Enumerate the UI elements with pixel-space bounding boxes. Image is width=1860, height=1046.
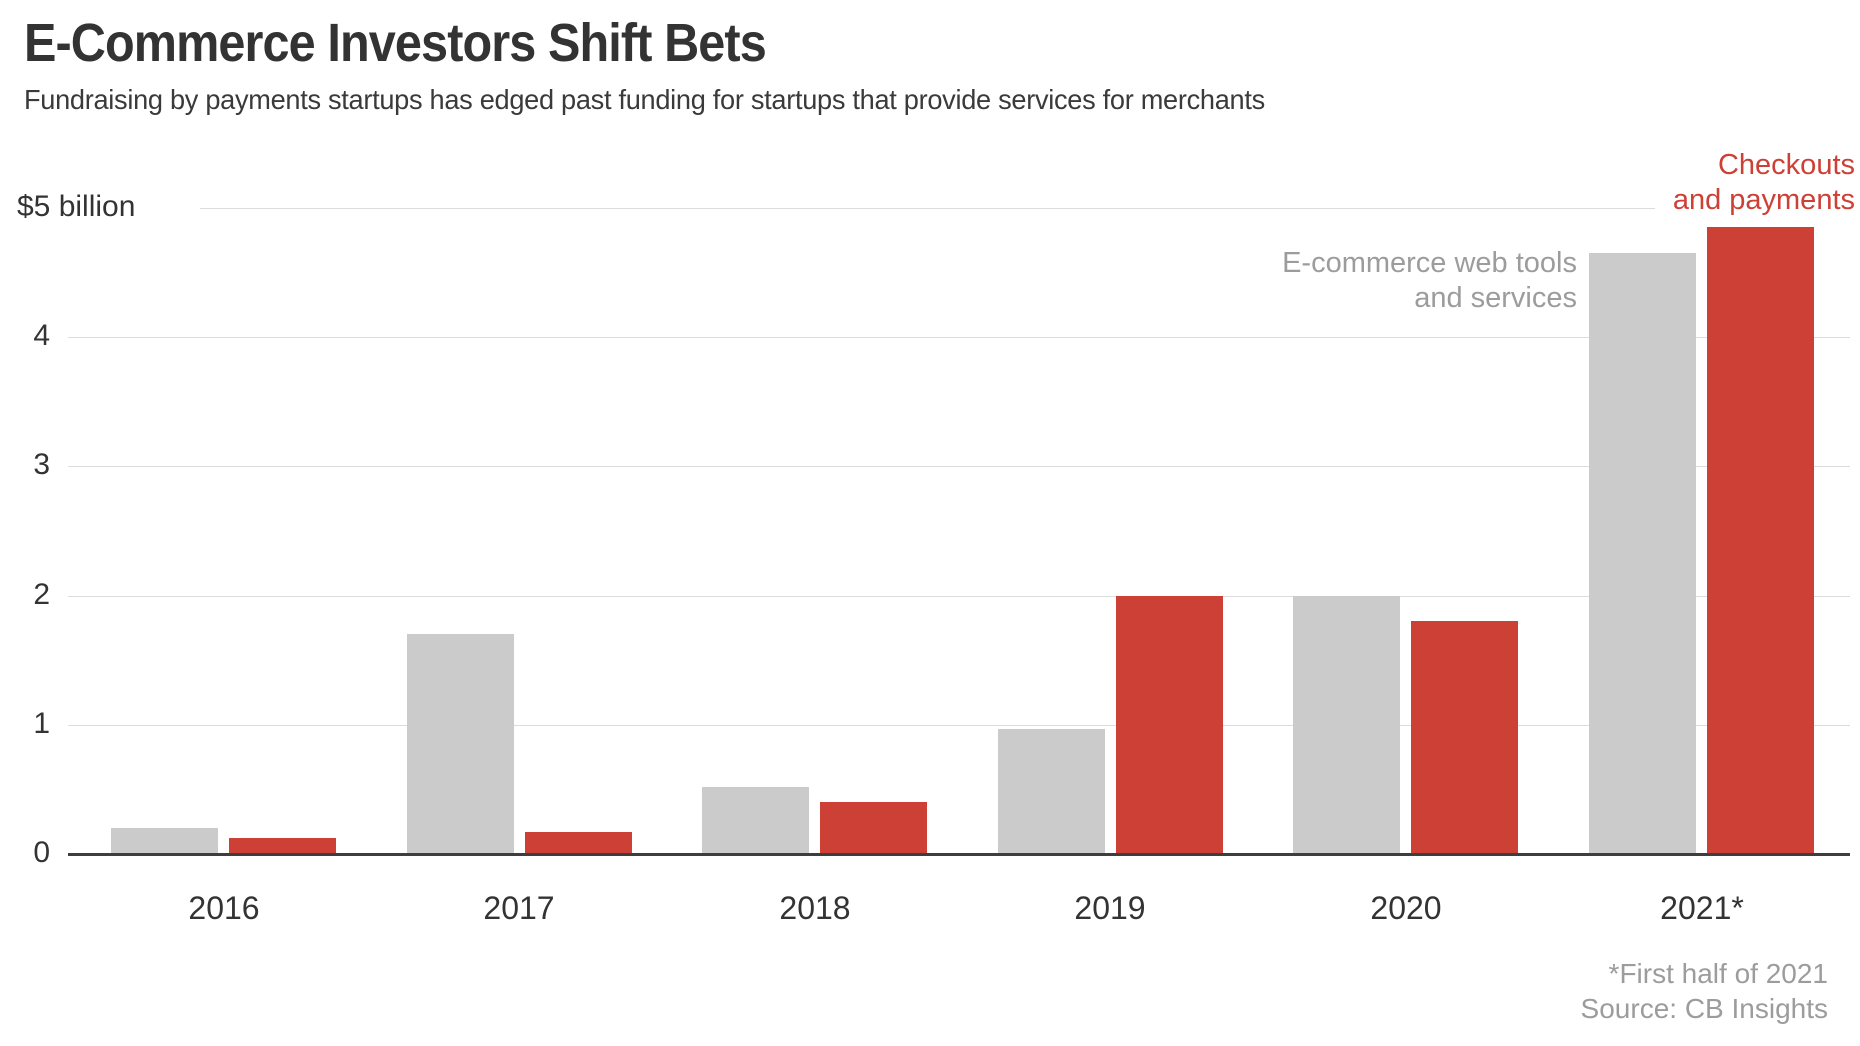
- bar-2018-tools: [702, 787, 809, 854]
- series-label-checkouts-line2: and payments: [1672, 184, 1855, 216]
- footnote-asterisk: *First half of 2021: [1608, 958, 1828, 989]
- y-tick-label-1: 1: [33, 707, 50, 740]
- chart-subtitle: Fundraising by payments startups has edg…: [24, 84, 1265, 115]
- series-label-checkouts-line1: Checkouts: [1717, 149, 1855, 181]
- x-tick-label-2020: 2020: [1370, 890, 1442, 926]
- series-label-web-tools: E-commerce web tools and services: [1282, 246, 1577, 316]
- bar-2019-tools: [998, 729, 1105, 854]
- series-label-web-tools-line2: and services: [1414, 282, 1577, 314]
- series-label-web-tools-line1: E-commerce web tools: [1282, 247, 1577, 279]
- y-tick-label-4: 4: [33, 319, 50, 352]
- y-tick-label-2: 2: [33, 578, 50, 611]
- x-axis-line: [68, 853, 1850, 856]
- x-tick-label-2017: 2017: [483, 890, 555, 926]
- bar-2021-payments: [1707, 227, 1814, 854]
- x-tick-label-2019: 2019: [1074, 890, 1146, 926]
- footnote: *First half of 2021 Source: CB Insights: [1581, 956, 1828, 1026]
- gridline-2: [68, 596, 1850, 597]
- bar-2021-tools: [1589, 253, 1696, 854]
- bar-2016-tools: [111, 828, 218, 854]
- bar-2020-tools: [1293, 596, 1400, 854]
- x-tick-label-2021: 2021*: [1660, 890, 1744, 926]
- bar-2017-tools: [407, 634, 514, 854]
- footnote-source: Source: CB Insights: [1580, 993, 1828, 1024]
- bar-2016-payments: [229, 838, 336, 854]
- x-tick-label-2018: 2018: [779, 890, 851, 926]
- bar-2019-payments: [1116, 596, 1223, 854]
- y-tick-label-3: 3: [33, 448, 50, 481]
- y-axis-top-label: $5 billion: [17, 190, 136, 223]
- gridline-4: [68, 337, 1850, 338]
- chart-title: E-Commerce Investors Shift Bets: [24, 13, 767, 73]
- bar-2018-payments: [820, 802, 927, 854]
- gridline-3: [68, 466, 1850, 467]
- bar-2020-payments: [1411, 621, 1518, 854]
- series-label-checkouts: Checkouts and payments: [1673, 148, 1855, 218]
- x-tick-label-2016: 2016: [188, 890, 260, 926]
- gridline-1: [68, 725, 1850, 726]
- bar-2017-payments: [525, 832, 632, 854]
- y-tick-label-0: 0: [33, 836, 50, 869]
- gridline-5: [200, 208, 1655, 209]
